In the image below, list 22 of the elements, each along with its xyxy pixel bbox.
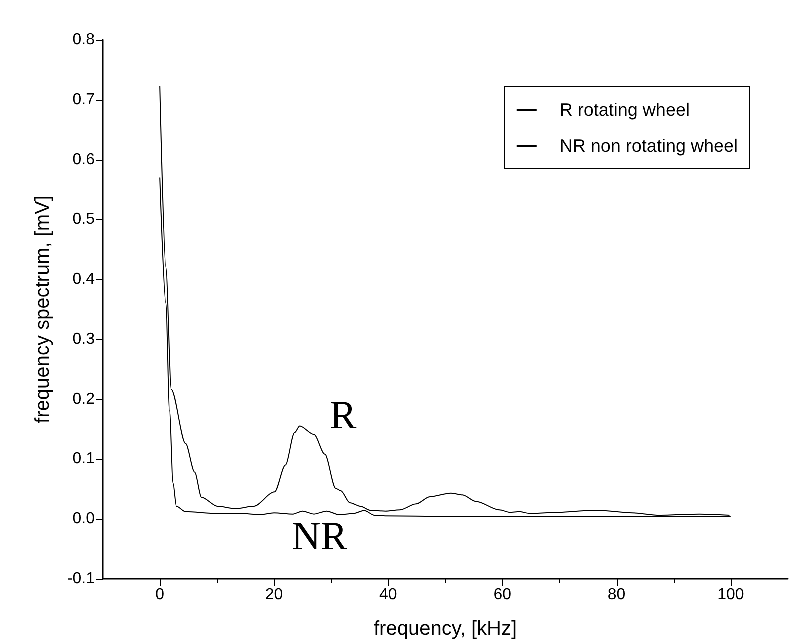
y-tick-label: 0.5 (72, 211, 96, 228)
x-tick-label: 40 (380, 586, 398, 604)
x-tick-label: 80 (608, 586, 626, 604)
y-tick-label: 0.1 (72, 450, 96, 468)
y-tick-label: 0.7 (72, 91, 96, 108)
annotation: NR (292, 514, 348, 558)
y-tick-label: 0.2 (72, 390, 96, 408)
y-tick-label: 0.3 (72, 330, 96, 348)
x-tick-label: 60 (494, 586, 512, 604)
y-tick-label: 0.0 (72, 510, 96, 528)
y-tick-label: -0.1 (67, 570, 96, 588)
x-axis-title: frequency, [kHz] (374, 618, 518, 640)
y-tick-label: 0.8 (72, 32, 96, 48)
y-tick-label: 0.4 (72, 271, 96, 288)
x-tick-label: 0 (156, 586, 165, 604)
annotation: R (330, 392, 357, 438)
x-tick-label: 20 (265, 586, 284, 604)
x-tick-label: 100 (718, 586, 744, 604)
y-axis-title: frequency spectrum, [mV] (32, 196, 54, 424)
legend-label: R rotating wheel (560, 100, 690, 120)
legend-label: NR non rotating wheel (560, 136, 738, 156)
y-tick-label: 0.6 (72, 151, 96, 168)
